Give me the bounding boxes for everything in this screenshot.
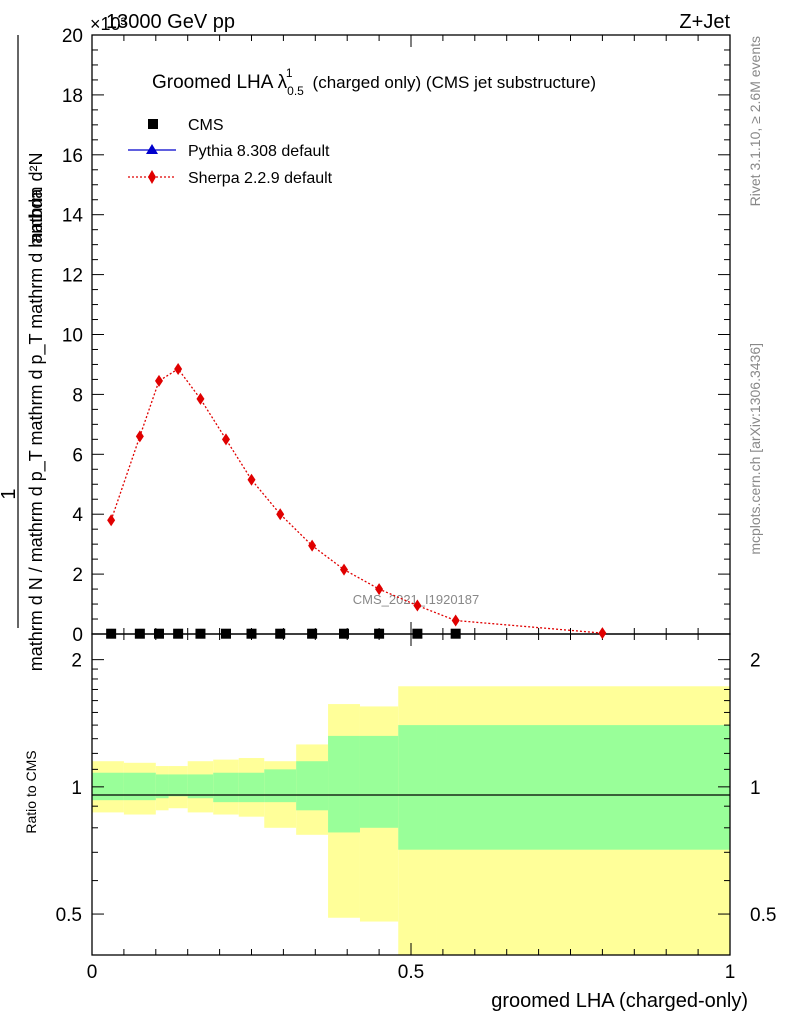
sherpa-point: [196, 392, 205, 405]
ratio-band-stat-bin: [168, 774, 188, 797]
title-rest: (charged only) (CMS jet substructure): [313, 73, 596, 92]
ratio-band-stat-bin: [328, 735, 360, 833]
cms-point: [106, 628, 117, 639]
sherpa-point: [221, 433, 230, 446]
ratio-band-stat-bin: [359, 735, 399, 828]
sherpa-point: [375, 583, 384, 596]
cms-point: [275, 628, 286, 639]
main-series: [106, 362, 607, 640]
main-y-tick-label: 14: [62, 206, 84, 227]
ratio-y-tick-label-right: 1: [750, 778, 761, 799]
ratio-y-label: Ratio to CMS: [23, 750, 39, 833]
cms-point: [339, 628, 350, 639]
main-y-tick-label: 4: [72, 505, 83, 526]
cms-point: [134, 628, 145, 639]
sherpa-point: [340, 563, 349, 576]
x-axis-label: groomed LHA (charged-only): [491, 990, 748, 1012]
cms-point: [246, 628, 257, 639]
watermark-label: CMS_2021_I1920187: [353, 592, 480, 607]
ratio-y-tick-label-right: 0.5: [750, 905, 776, 926]
sherpa-point: [107, 514, 116, 527]
main-y-tick-label: 18: [62, 86, 83, 107]
y-label-numerator: mathrm d²N: [26, 152, 46, 247]
ratio-y-tick-label: 1: [71, 778, 82, 799]
sherpa-point: [174, 362, 183, 375]
y-multiplier: ×10³: [90, 14, 127, 34]
ratio-x-tick-label: 1: [725, 962, 736, 983]
main-y-label: 1 mathrm d²N mathrm d N / mathrm d p_T m…: [0, 35, 47, 671]
ratio-band-stat-bin: [155, 774, 169, 799]
sherpa-point: [598, 627, 607, 640]
legend: CMS Pythia 8.308 default Sherpa 2.2.9 de…: [128, 117, 333, 187]
title-sub: 0.5: [287, 84, 304, 98]
legend-sherpa-marker: [148, 170, 156, 184]
main-y-tick-label: 8: [72, 385, 83, 406]
sherpa-point: [413, 599, 422, 612]
process-label: Z+Jet: [679, 11, 730, 33]
main-y-tick-label: 12: [62, 266, 83, 287]
cms-point: [220, 628, 231, 639]
ratio-y-tick-label: 0.5: [56, 905, 82, 926]
sherpa-point: [154, 374, 163, 387]
ratio-band-stat-bin: [398, 725, 437, 850]
ratio-band-stat-bin: [123, 772, 156, 801]
ratio-bands: [92, 686, 730, 955]
main-y-tick-label: 10: [62, 326, 83, 347]
rivet-label: Rivet 3.1.10, ≥ 2.6M events: [747, 36, 763, 206]
main-y-tick-label: 2: [72, 565, 83, 586]
legend-pythia-marker: [146, 144, 158, 154]
cms-point: [412, 628, 423, 639]
sherpa-point: [247, 473, 256, 486]
title-sup: 1: [286, 66, 293, 80]
legend-cms-marker: [148, 119, 158, 129]
sherpa-point: [451, 614, 460, 627]
cms-point: [450, 628, 461, 639]
ratio-band-stat-bin: [187, 774, 214, 799]
ratio-band-stat-bin: [264, 769, 297, 803]
main-y-tick-label: 6: [72, 445, 83, 466]
mcplots-label: mcplots.cern.ch [arXiv:1306.3436]: [747, 343, 763, 555]
cms-point: [307, 628, 318, 639]
legend-pythia-label: Pythia 8.308 default: [188, 143, 330, 160]
chart-title: Groomed LHA λ0.5 1 (charged only) (CMS jet…: [152, 66, 596, 98]
ratio-band-stat-bin: [296, 761, 329, 811]
ratio-x-tick-label: 0.5: [398, 962, 424, 983]
main-ticks: 0 2 4 6 8 10 12 14 16 18 20: [62, 26, 731, 646]
ratio-x-tick-label: 0: [87, 962, 98, 983]
ratio-band-stat-bin: [213, 772, 239, 803]
cms-point: [195, 628, 206, 639]
sherpa-point: [276, 508, 285, 521]
ratio-y-tick-label: 2: [71, 651, 82, 672]
cms-point: [153, 628, 164, 639]
y-label-denominator: mathrm d N / mathrm d p_T mathrm d p_T m…: [26, 188, 47, 671]
main-y-tick-label: 16: [62, 146, 83, 167]
ratio-band-stat-bin: [238, 772, 265, 803]
cms-point: [173, 628, 184, 639]
sherpa-point: [308, 539, 317, 552]
y-label-top: 1: [0, 488, 20, 499]
main-y-tick-label: 20: [62, 26, 83, 47]
ratio-plot: [91, 633, 731, 956]
sherpa-point: [135, 430, 144, 443]
sherpa-line: [110, 368, 603, 634]
legend-cms-label: CMS: [188, 117, 224, 134]
legend-sherpa-label: Sherpa 2.2.9 default: [188, 170, 333, 187]
cms-point: [374, 628, 385, 639]
ratio-band-stat-bin: [436, 725, 730, 850]
title-main: Groomed LHA λ: [152, 72, 288, 93]
energy-label: 13000 GeV pp: [106, 11, 235, 33]
main-y-tick-label: 0: [72, 625, 83, 646]
ratio-y-tick-label-right: 2: [750, 651, 761, 672]
